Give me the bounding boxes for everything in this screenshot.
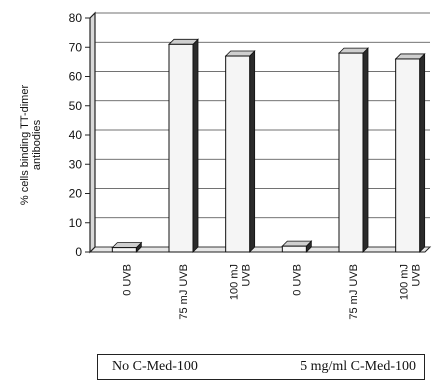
y-axis-title: % cells binding TT-dimer antibodies (19, 85, 43, 206)
y-tick-label: 50 (69, 99, 83, 113)
x-tick-label: 75 mJ UVB (178, 264, 190, 320)
x-tick-label-text: 100 mJ (229, 264, 241, 300)
bar (281, 245, 307, 253)
x-tick-label-text: 75 mJ UVB (178, 264, 190, 320)
x-tick-label: 75 mJ UVB (348, 264, 360, 320)
y-tick-label: 30 (69, 157, 83, 171)
x-tick-label-text: 100 mJ (399, 264, 411, 300)
bar (111, 247, 137, 253)
legend-item-no-cmed: No C-Med-100 (112, 359, 198, 374)
y-axis-title-line: % cells binding TT-dimer (19, 85, 31, 206)
y-tick-label: 0 (75, 245, 82, 259)
x-tick-label-text: 0 UVB (291, 264, 303, 296)
bar (395, 58, 421, 253)
bar-top (394, 53, 426, 60)
bar-top (111, 242, 143, 249)
x-tick-label: 0 UVB (121, 264, 133, 296)
legend-item-5mg-cmed: 5 mg/ml C-Med-100 (300, 359, 416, 374)
x-tick-label: 0 UVB (291, 264, 303, 296)
y-axis-wall (89, 11, 96, 254)
bar-top (168, 38, 199, 45)
bar (338, 52, 364, 253)
bar (225, 55, 251, 253)
bar-side (249, 50, 256, 253)
y-tick-label: 10 (69, 216, 83, 230)
y-tick-label: 80 (69, 11, 83, 25)
bar-side (419, 52, 426, 253)
bar-side (192, 38, 199, 253)
gridlines (88, 12, 432, 253)
y-axis-title-line: antibodies (31, 119, 43, 170)
x-tick-label: 100 mJ UVB (399, 264, 423, 300)
x-tick-label: 100 mJ UVB (229, 264, 253, 300)
bar-side (362, 47, 369, 253)
axes (85, 11, 96, 254)
y-tick-label: 70 (69, 40, 83, 54)
y-tick-label: 60 (69, 70, 83, 84)
x-tick-label-text: 0 UVB (121, 264, 133, 296)
x-tick-label-text: UVB (411, 264, 423, 287)
y-tick-label: 40 (69, 128, 83, 142)
x-tick-label-text: 75 mJ UVB (348, 264, 360, 320)
y-tick-label: 20 (69, 187, 83, 201)
legend: No C-Med-100 5 mg/ml C-Med-100 (97, 354, 425, 380)
bars (111, 38, 426, 253)
bar-top (338, 47, 369, 54)
bar-top (281, 240, 313, 247)
bar-top (224, 50, 256, 57)
x-tick-label-text: UVB (241, 264, 253, 287)
bar (168, 43, 194, 253)
